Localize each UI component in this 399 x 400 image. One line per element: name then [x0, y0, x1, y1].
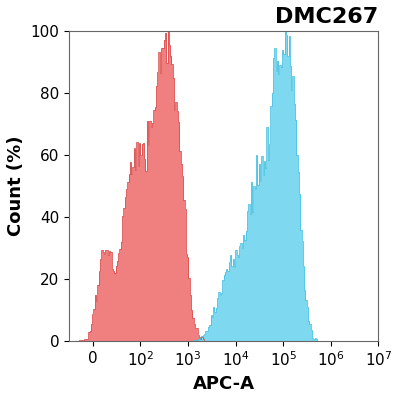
Text: DMC267: DMC267: [275, 7, 378, 27]
Y-axis label: Count (%): Count (%): [7, 136, 25, 236]
X-axis label: APC-A: APC-A: [193, 375, 255, 393]
